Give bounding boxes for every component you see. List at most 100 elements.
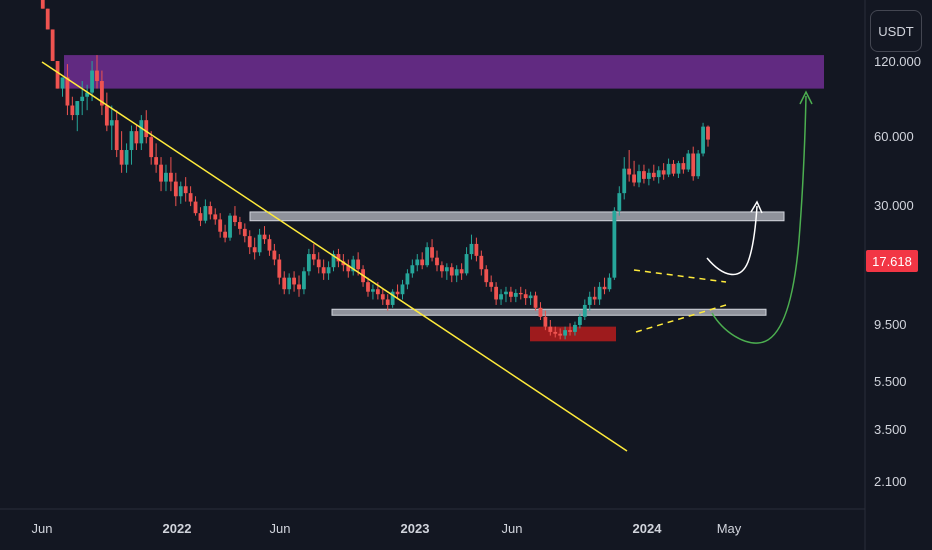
candle (129, 125, 134, 165)
candle (607, 273, 612, 292)
candle (134, 125, 139, 151)
candle (469, 234, 474, 260)
candle (380, 289, 385, 305)
candle (528, 291, 533, 305)
triangle-lower-line (635, 304, 727, 333)
candle (612, 207, 617, 280)
price-tick-label: 9.500 (874, 317, 907, 332)
candle (440, 261, 444, 278)
candle (706, 125, 710, 147)
candle (144, 110, 149, 144)
candle (444, 263, 449, 280)
candle (676, 160, 681, 178)
candle (474, 237, 479, 262)
trendline (41, 61, 628, 452)
candle (252, 237, 257, 260)
bottom-zone (530, 326, 616, 342)
candle (351, 255, 356, 276)
candle (272, 243, 277, 266)
candle (691, 146, 696, 181)
candle (366, 277, 370, 297)
candle (494, 282, 499, 305)
candle (188, 186, 193, 207)
candle (671, 160, 676, 177)
candle (499, 289, 503, 305)
candle (627, 150, 632, 182)
candle (371, 284, 375, 300)
candle (543, 310, 548, 331)
candle (435, 250, 439, 272)
candle (100, 70, 104, 116)
price-tick-label: 30.000 (874, 198, 914, 213)
price-tick-label: 3.500 (874, 422, 907, 437)
candle (95, 55, 99, 89)
candle (257, 228, 262, 256)
candle (183, 177, 188, 202)
candle (311, 243, 316, 266)
currency-button[interactable]: USDT (870, 10, 922, 52)
time-tick-label: May (717, 521, 742, 536)
candle (400, 279, 405, 300)
candles-layer (40, 0, 710, 340)
candle (410, 259, 415, 278)
candle (287, 273, 292, 295)
candle (218, 213, 223, 238)
candle (592, 286, 597, 305)
candle (420, 252, 425, 270)
candle (50, 29, 55, 62)
candle (277, 254, 282, 285)
candle (558, 328, 563, 340)
candle (538, 302, 543, 320)
price-axis[interactable]: 120.000 60.000 30.000 9.500 5.500 3.500 2.100 (874, 54, 921, 489)
candle (154, 143, 159, 173)
candle (90, 61, 94, 102)
last-price-label: 17.618 (872, 253, 912, 269)
candle (681, 157, 686, 174)
candle (642, 164, 646, 184)
candle (173, 172, 178, 207)
candle (60, 77, 65, 97)
lower-support-zone (331, 308, 767, 316)
candle (164, 164, 168, 192)
candle (464, 247, 469, 276)
candle (597, 282, 602, 305)
candle (104, 92, 109, 132)
price-tick-label: 120.000 (874, 54, 921, 69)
candle (523, 289, 528, 305)
candle (139, 115, 144, 151)
candle (518, 286, 523, 300)
candle (168, 157, 173, 192)
mid-resistance-zone (64, 55, 824, 89)
candle (646, 168, 651, 186)
candle (405, 269, 410, 290)
candle (459, 263, 464, 280)
time-tick-label: Jun (270, 521, 291, 536)
candle (223, 224, 228, 243)
candle (208, 201, 213, 220)
candle (479, 250, 484, 276)
near-projection-arrow (706, 205, 758, 276)
candle (70, 96, 75, 121)
time-tick-label: Jun (32, 521, 53, 536)
candle (587, 291, 592, 311)
candle (602, 277, 607, 295)
candle (390, 289, 395, 308)
candle (114, 110, 119, 158)
candle (454, 265, 459, 283)
candle (282, 271, 287, 295)
candle (302, 267, 306, 295)
support-zone (249, 211, 785, 222)
candle (237, 216, 242, 235)
candle (198, 207, 203, 227)
candle (228, 213, 232, 241)
candle (395, 284, 400, 300)
candle (568, 323, 572, 336)
time-axis[interactable]: Jun 2022 Jun 2023 Jun 2024 May (32, 521, 742, 536)
candle (316, 252, 321, 274)
candle (109, 105, 114, 151)
time-tick-label: Jun (502, 521, 523, 536)
candle (149, 131, 154, 165)
candle (656, 166, 661, 184)
